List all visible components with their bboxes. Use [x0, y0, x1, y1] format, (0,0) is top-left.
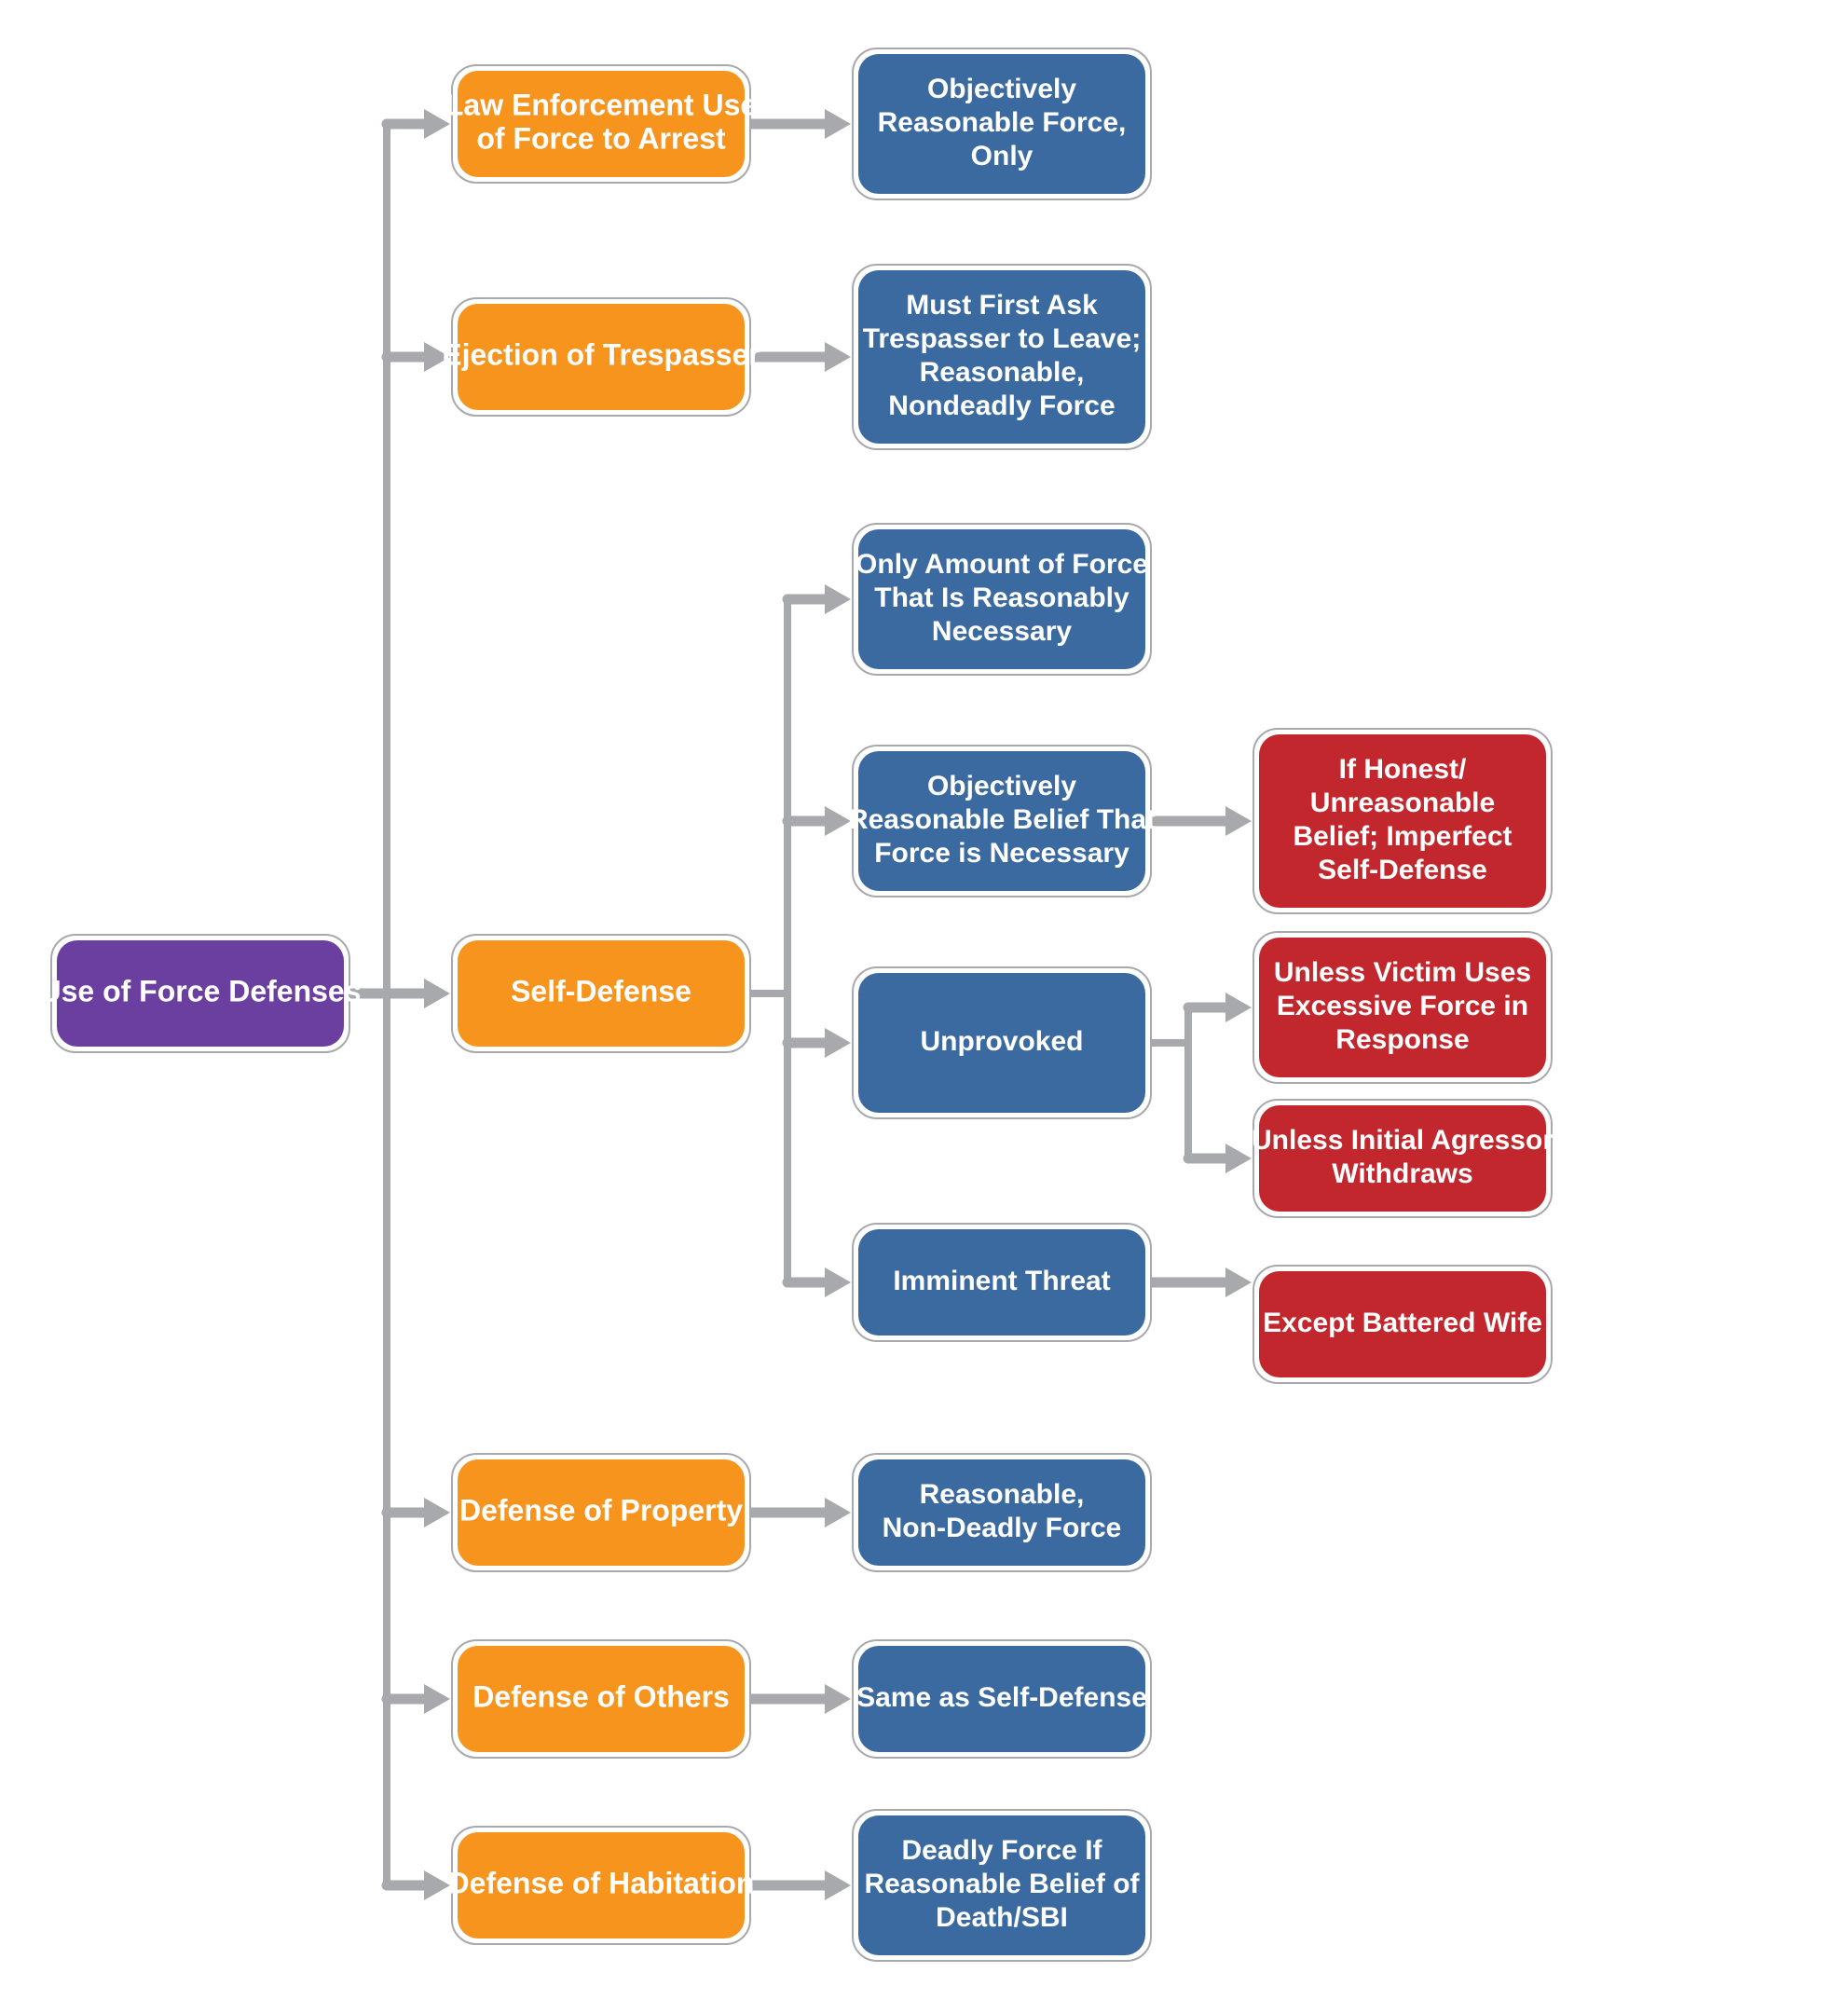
svg-text:Reasonable Belief That: Reasonable Belief That — [848, 804, 1156, 835]
svg-text:Self-Defense: Self-Defense — [511, 974, 691, 1007]
node-r_bel: If Honest/UnreasonableBelief; ImperfectS… — [1253, 729, 1552, 913]
svg-text:of Force to Arrest: of Force to Arrest — [476, 121, 726, 155]
svg-text:If Honest/: If Honest/ — [1339, 754, 1467, 785]
svg-text:Unless Initial Agressor: Unless Initial Agressor — [1252, 1125, 1554, 1156]
svg-text:Objectively: Objectively — [927, 771, 1076, 801]
svg-text:Withdraws: Withdraws — [1332, 1158, 1472, 1189]
node-r_agg: Unless Initial AgressorWithdraws — [1252, 1100, 1554, 1217]
svg-text:Use of Force Defenses: Use of Force Defenses — [39, 974, 361, 1007]
node-r_bat: Except Battered Wife — [1253, 1266, 1552, 1383]
svg-text:Reasonable,: Reasonable, — [920, 1479, 1085, 1510]
node-law: Law Enforcement Useof Force to Arrest — [445, 65, 757, 183]
svg-text:Unless Victim Uses: Unless Victim Uses — [1274, 957, 1531, 988]
svg-text:Imminent Threat: Imminent Threat — [893, 1266, 1110, 1296]
svg-text:Non-Deadly Force: Non-Deadly Force — [883, 1513, 1122, 1543]
svg-text:Force is Necessary: Force is Necessary — [874, 838, 1129, 869]
svg-text:Defense of Others: Defense of Others — [472, 1679, 730, 1713]
node-others_b: Same as Self-Defense — [853, 1640, 1151, 1758]
node-eject: Ejection of Trespasser — [442, 298, 760, 416]
node-self: Self-Defense — [452, 935, 750, 1052]
svg-text:Unprovoked: Unprovoked — [920, 1026, 1083, 1057]
svg-text:Same as Self-Defense: Same as Self-Defense — [856, 1682, 1147, 1713]
svg-text:Self-Defense: Self-Defense — [1318, 855, 1487, 885]
node-sd_amt: Only Amount of ForceThat Is ReasonablyNe… — [853, 524, 1151, 675]
svg-text:Defense of Habitation: Defense of Habitation — [448, 1866, 755, 1899]
svg-text:Must First Ask: Must First Ask — [906, 290, 1098, 321]
svg-text:Only: Only — [971, 141, 1034, 171]
node-hab_b: Deadly Force IfReasonable Belief ofDeath… — [853, 1810, 1151, 1961]
node-hab: Defense of Habitation — [448, 1827, 755, 1944]
svg-text:Objectively: Objectively — [927, 74, 1076, 104]
node-sd_imm: Imminent Threat — [853, 1224, 1151, 1341]
node-r_exc: Unless Victim UsesExcessive Force inResp… — [1253, 932, 1552, 1083]
svg-text:Response: Response — [1335, 1024, 1469, 1055]
svg-text:Law Enforcement Use: Law Enforcement Use — [445, 88, 757, 121]
node-sd_bel: ObjectivelyReasonable Belief ThatForce i… — [848, 746, 1156, 897]
svg-text:Only Amount of Force: Only Amount of Force — [856, 549, 1148, 580]
svg-text:Reasonable,: Reasonable, — [920, 357, 1085, 388]
svg-text:Excessive Force in: Excessive Force in — [1277, 991, 1528, 1021]
svg-text:Death/SBI: Death/SBI — [936, 1902, 1068, 1933]
node-root: Use of Force Defenses — [39, 935, 361, 1052]
svg-text:Defense of Property: Defense of Property — [459, 1493, 743, 1527]
flowchart-container: Use of Force Defenses Law Enforcement Use… — [0, 0, 1848, 2000]
svg-text:Unreasonable: Unreasonable — [1310, 788, 1495, 818]
node-sd_unp: Unprovoked — [853, 967, 1151, 1118]
svg-text:Except Battered Wife: Except Battered Wife — [1263, 1308, 1542, 1338]
svg-text:Reasonable Force,: Reasonable Force, — [878, 107, 1127, 138]
node-prop_b: Reasonable,Non-Deadly Force — [853, 1454, 1151, 1571]
svg-text:Nondeadly Force: Nondeadly Force — [888, 390, 1115, 421]
svg-text:Necessary: Necessary — [932, 616, 1072, 647]
svg-text:That Is Reasonably: That Is Reasonably — [874, 582, 1129, 613]
node-eject_b: Must First AskTrespasser to Leave;Reason… — [853, 265, 1151, 449]
svg-text:Reasonable Belief of: Reasonable Belief of — [864, 1869, 1140, 1899]
node-prop: Defense of Property — [452, 1454, 750, 1571]
svg-text:Deadly Force If: Deadly Force If — [901, 1835, 1102, 1866]
svg-text:Trespasser to Leave;: Trespasser to Leave; — [863, 323, 1142, 354]
svg-text:Belief; Imperfect: Belief; Imperfect — [1293, 821, 1512, 852]
node-others: Defense of Others — [452, 1640, 750, 1758]
node-law_b: ObjectivelyReasonable Force,Only — [853, 48, 1151, 199]
svg-text:Ejection of Trespasser: Ejection of Trespasser — [442, 337, 760, 371]
